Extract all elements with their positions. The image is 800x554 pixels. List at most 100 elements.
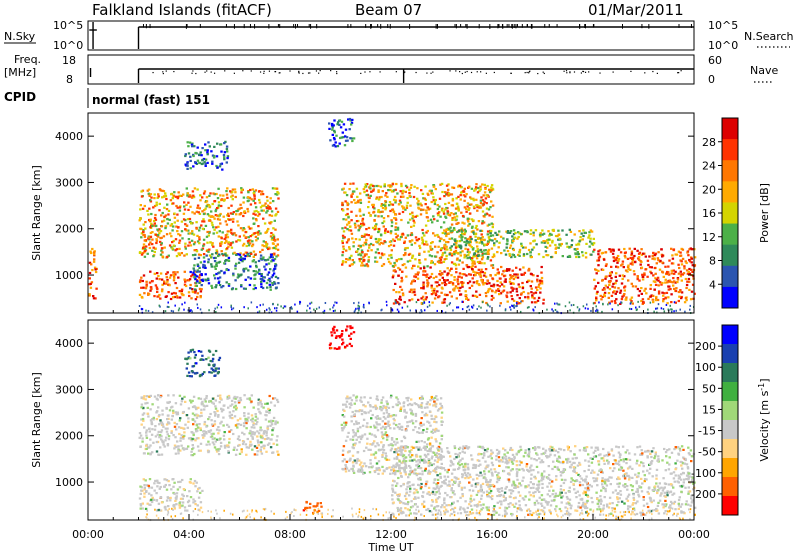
nave-dot xyxy=(466,70,468,73)
heatmap-cell xyxy=(671,254,674,257)
heatmap-cell xyxy=(420,302,424,305)
heatmap-cell xyxy=(394,232,397,235)
heatmap-cell xyxy=(155,499,158,502)
heatmap-cell xyxy=(374,214,377,217)
heatmap-cell xyxy=(183,431,186,434)
heatmap-cell xyxy=(214,286,217,289)
heatmap-cell xyxy=(345,241,349,244)
heatmap-cell xyxy=(629,262,632,265)
heatmap-cell xyxy=(249,444,252,447)
heatmap-cell xyxy=(490,298,493,301)
heatmap-cell xyxy=(468,207,471,210)
heatmap-cell xyxy=(690,261,693,264)
heatmap-cell xyxy=(467,224,470,227)
heatmap-cell xyxy=(175,496,178,499)
heatmap-cell xyxy=(677,250,681,253)
heatmap-cell xyxy=(333,131,336,134)
heatmap-cell xyxy=(182,294,185,297)
heatmap-cell xyxy=(430,457,433,460)
heatmap-cell xyxy=(165,479,169,482)
ground-scatter-cell xyxy=(415,301,418,304)
heatmap-cell xyxy=(690,290,694,293)
heatmap-cell xyxy=(588,245,591,248)
heatmap-cell xyxy=(217,254,220,258)
heatmap-cell xyxy=(329,342,332,345)
heatmap-cell xyxy=(400,279,404,282)
heatmap-cell xyxy=(494,291,497,294)
heatmap-cell xyxy=(268,283,271,286)
ground-scatter-cell xyxy=(172,310,175,313)
heatmap-cell xyxy=(186,374,189,377)
heatmap-cell xyxy=(238,443,241,447)
heatmap-cell xyxy=(404,208,407,211)
heatmap-cell xyxy=(148,395,151,398)
ground-scatter-cell xyxy=(617,304,619,307)
heatmap-cell xyxy=(204,149,207,152)
heatmap-cell xyxy=(518,268,522,271)
heatmap-cell xyxy=(393,195,397,198)
heatmap-cell xyxy=(367,448,370,451)
ground-scatter-cell xyxy=(684,310,686,313)
heatmap-cell xyxy=(198,415,202,418)
nave-dot xyxy=(480,71,482,73)
heatmap-cell xyxy=(186,161,189,164)
heatmap-cell xyxy=(508,254,512,257)
heatmap-cell xyxy=(500,265,503,269)
heatmap-cell xyxy=(185,229,188,232)
heatmap-cell xyxy=(491,187,494,190)
heatmap-cell xyxy=(631,285,635,288)
heatmap-cell xyxy=(178,419,181,422)
heatmap-cell xyxy=(138,251,142,254)
ground-scatter-cell xyxy=(667,308,670,311)
heatmap-cell xyxy=(215,367,218,370)
heatmap-cell xyxy=(395,182,398,186)
heatmap-cell xyxy=(271,433,274,436)
heatmap-cell xyxy=(231,198,234,201)
heatmap-cell xyxy=(434,255,437,258)
heatmap-cell xyxy=(436,251,439,254)
nave-dot xyxy=(493,71,495,74)
heatmap-cell xyxy=(211,357,215,360)
heatmap-cell xyxy=(613,286,617,289)
heatmap-cell xyxy=(319,502,322,505)
heatmap-cell xyxy=(253,195,256,198)
heatmap-cell xyxy=(377,215,380,218)
heatmap-cell xyxy=(468,203,471,206)
heatmap-cell xyxy=(193,414,197,417)
heatmap-cell xyxy=(491,204,495,207)
heatmap-cell xyxy=(352,182,355,185)
heatmap-cell xyxy=(351,438,355,441)
heatmap-cell xyxy=(208,350,212,353)
heatmap-cell xyxy=(452,213,456,216)
heatmap-cell xyxy=(423,406,427,409)
heatmap-cell xyxy=(636,275,639,278)
heatmap-cell xyxy=(359,199,362,202)
heatmap-cell xyxy=(423,441,426,444)
heatmap-cell xyxy=(636,249,639,252)
heatmap-cell xyxy=(92,295,95,298)
heatmap-cell xyxy=(219,394,222,397)
heatmap-cell xyxy=(207,278,210,282)
heatmap-cell xyxy=(539,232,542,235)
heatmap-cell xyxy=(186,162,189,165)
heatmap-cell xyxy=(475,183,478,186)
heatmap-cell xyxy=(454,264,458,267)
heatmap-cell xyxy=(161,288,164,291)
heatmap-cell xyxy=(143,292,146,295)
heatmap-cell xyxy=(211,401,214,404)
heatmap-cell xyxy=(180,434,183,437)
heatmap-cell xyxy=(342,230,346,233)
heatmap-cell xyxy=(420,403,423,407)
heatmap-cell xyxy=(226,196,229,199)
heatmap-cell xyxy=(374,251,378,254)
heatmap-cell xyxy=(515,273,518,276)
heatmap-cell xyxy=(165,499,169,502)
heatmap-cell xyxy=(195,481,198,484)
heatmap-cell xyxy=(202,256,206,259)
heatmap-cell xyxy=(211,441,215,444)
heatmap-cell xyxy=(258,441,261,444)
heatmap-cell xyxy=(485,212,488,215)
heatmap-cell xyxy=(273,267,276,270)
nave-dot xyxy=(678,72,680,74)
heatmap-cell xyxy=(421,431,424,434)
